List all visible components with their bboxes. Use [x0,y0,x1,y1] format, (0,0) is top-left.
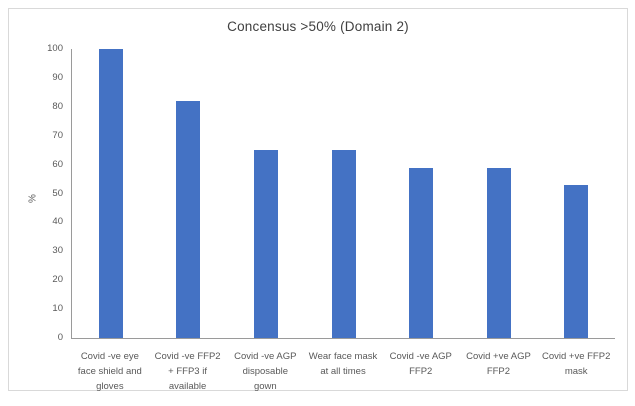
x-tick-label-1: Covid -ve eye face shield and gloves [77,351,142,392]
bar-column [72,49,150,338]
x-axis-labels: Covid -ve eye face shield and gloves Covi… [71,349,615,394]
bar-5 [409,167,434,338]
bar-column [382,49,460,338]
bar-6 [486,167,511,338]
chart-title: Concensus >50% (Domain 2) [227,19,409,34]
x-tick-label-3: Covid -ve AGP disposable gown [234,351,297,392]
x-tick-label-6: Covid +ve AGP FFP2 [466,351,531,377]
y-tick-label: 10 [52,303,63,315]
bar-3 [253,150,278,338]
y-tick-label: 60 [52,158,63,170]
x-tick-label-2: Covid -ve FFP2 + FFP3 if available [154,351,221,392]
x-tick-label-7: Covid +ve FFP2 mask [541,351,611,377]
y-tick-label: 40 [52,216,63,228]
y-tick-label: 70 [52,129,63,141]
x-tick-label-5: Covid -ve AGP FFP2 [389,351,452,377]
bar-column [305,49,383,338]
bar-4 [331,150,356,338]
y-tick-label: 100 [47,43,63,54]
bar-2 [176,101,201,338]
y-tick-label: 90 [52,71,63,83]
bar-column [460,49,538,338]
y-tick-label: 20 [52,274,63,286]
chart-frame: Concensus >50% (Domain 2) % 0 10 20 30 40 50 6… [8,8,628,394]
y-tick-label: 30 [52,245,63,257]
bar-column [537,49,615,338]
plot-area [71,49,615,339]
bar-7 [564,184,589,338]
y-tick-label: 50 [52,187,63,199]
bar-column [227,49,305,338]
x-tick-label-4: Wear face mask at all times [308,351,378,377]
bar-column [150,49,228,338]
y-tick-label: 80 [52,100,63,112]
y-tick-label: 0 [57,332,63,343]
bar-1 [98,49,123,338]
